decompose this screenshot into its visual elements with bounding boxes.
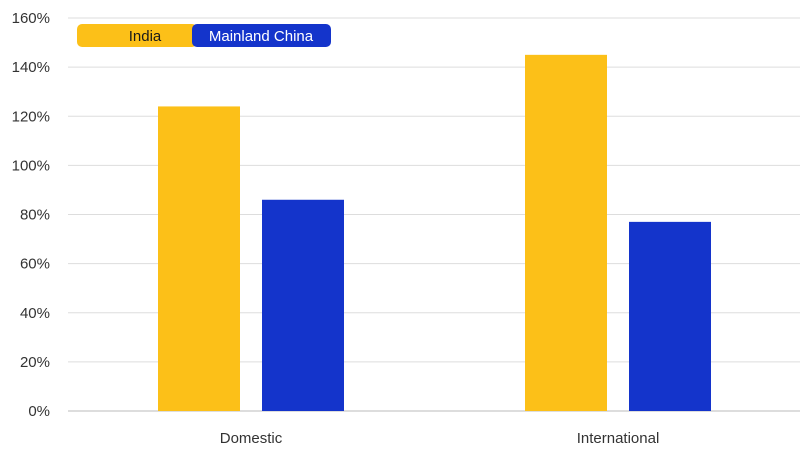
x-axis-category-labels: Domestic International xyxy=(220,430,660,447)
y-tick-label: 40% xyxy=(20,305,50,322)
y-tick-label: 60% xyxy=(20,256,50,273)
bar-india-international xyxy=(525,54,607,411)
y-tick-label: 140% xyxy=(12,59,50,76)
bar-india-domestic xyxy=(158,106,240,412)
y-tick-label: 100% xyxy=(12,157,50,174)
bar-mainland-china-domestic xyxy=(262,199,344,411)
legend: India Mainland China xyxy=(77,24,331,47)
bar-mainland-china-international xyxy=(629,221,711,411)
x-category-label: Domestic xyxy=(220,430,283,447)
x-category-label: International xyxy=(577,430,660,447)
y-tick-label: 120% xyxy=(12,108,50,125)
y-tick-label: 160% xyxy=(12,10,50,27)
legend-swatch-india xyxy=(77,24,197,47)
bars xyxy=(158,54,711,412)
y-axis-tick-labels: 0% 20% 40% 60% 80% 100% 120% 140% 160% xyxy=(12,10,50,420)
legend-swatch-mainland-china xyxy=(192,24,331,47)
legend-label: India xyxy=(129,28,162,45)
y-tick-label: 80% xyxy=(20,207,50,224)
legend-label: Mainland China xyxy=(209,28,314,45)
y-tick-label: 20% xyxy=(20,354,50,371)
y-tick-label: 0% xyxy=(28,403,50,420)
